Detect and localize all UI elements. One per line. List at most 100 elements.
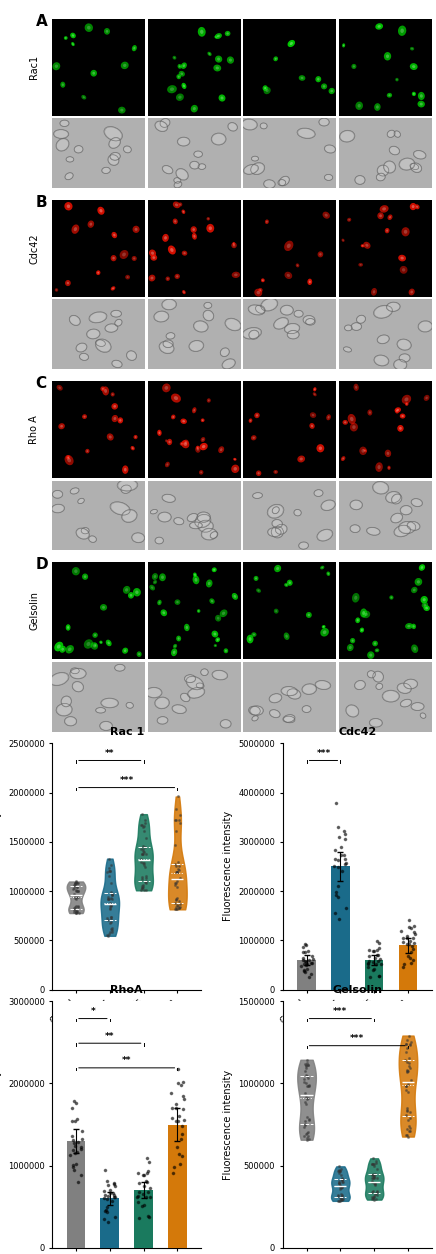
- Text: ***: ***: [333, 1007, 347, 1016]
- Ellipse shape: [410, 63, 418, 70]
- Ellipse shape: [251, 632, 256, 637]
- Point: [310, 949, 317, 969]
- Ellipse shape: [347, 218, 351, 222]
- Ellipse shape: [402, 395, 411, 404]
- Ellipse shape: [323, 626, 324, 627]
- Point: [102, 1201, 109, 1221]
- Point: [374, 939, 381, 959]
- Point: [172, 893, 179, 913]
- Ellipse shape: [287, 273, 290, 277]
- Point: [173, 1111, 180, 1131]
- Point: [303, 1052, 310, 1072]
- Ellipse shape: [354, 596, 358, 599]
- Ellipse shape: [351, 500, 362, 509]
- Point: [301, 1083, 308, 1104]
- Point: [302, 1115, 309, 1135]
- Ellipse shape: [385, 228, 389, 233]
- Ellipse shape: [327, 572, 330, 576]
- Point: [70, 879, 77, 899]
- Point: [110, 1184, 117, 1204]
- Ellipse shape: [220, 609, 228, 617]
- Ellipse shape: [67, 626, 69, 628]
- Point: [333, 882, 340, 902]
- Point: [309, 947, 316, 967]
- Point: [405, 1082, 412, 1102]
- Point: [145, 1161, 152, 1181]
- Ellipse shape: [229, 59, 232, 61]
- Ellipse shape: [321, 84, 327, 89]
- Ellipse shape: [222, 612, 225, 614]
- Ellipse shape: [424, 395, 429, 401]
- Text: ***: ***: [119, 776, 134, 785]
- Ellipse shape: [54, 64, 58, 68]
- Ellipse shape: [146, 687, 161, 697]
- Ellipse shape: [93, 645, 96, 647]
- Ellipse shape: [253, 633, 255, 636]
- Ellipse shape: [369, 411, 371, 414]
- Ellipse shape: [384, 162, 395, 173]
- Ellipse shape: [410, 46, 414, 50]
- Point: [338, 1185, 345, 1205]
- Ellipse shape: [297, 455, 305, 463]
- Ellipse shape: [411, 587, 418, 593]
- Point: [369, 1181, 376, 1201]
- Ellipse shape: [394, 132, 400, 137]
- Ellipse shape: [174, 221, 176, 223]
- Point: [108, 908, 115, 928]
- Point: [106, 1180, 113, 1200]
- Ellipse shape: [122, 252, 126, 256]
- Point: [174, 870, 181, 890]
- Ellipse shape: [270, 710, 280, 717]
- Ellipse shape: [397, 425, 404, 431]
- Ellipse shape: [110, 153, 120, 161]
- Ellipse shape: [57, 645, 61, 648]
- Ellipse shape: [135, 591, 139, 594]
- Ellipse shape: [412, 65, 416, 68]
- Ellipse shape: [367, 651, 375, 658]
- Point: [375, 938, 382, 958]
- Point: [336, 1171, 343, 1191]
- Ellipse shape: [168, 440, 170, 444]
- Point: [112, 1206, 119, 1226]
- Point: [373, 1181, 380, 1201]
- Ellipse shape: [123, 64, 126, 66]
- Ellipse shape: [102, 698, 118, 707]
- Ellipse shape: [363, 242, 371, 248]
- Ellipse shape: [132, 45, 137, 51]
- Ellipse shape: [208, 51, 211, 56]
- Point: [305, 951, 312, 971]
- Bar: [297, 961, 316, 989]
- Point: [176, 1144, 183, 1164]
- Point: [175, 1073, 182, 1093]
- Ellipse shape: [343, 44, 344, 46]
- Point: [373, 954, 380, 974]
- Ellipse shape: [353, 65, 355, 68]
- Ellipse shape: [194, 152, 202, 157]
- Ellipse shape: [416, 206, 418, 208]
- Ellipse shape: [264, 181, 275, 188]
- Ellipse shape: [194, 578, 198, 582]
- Ellipse shape: [258, 288, 262, 292]
- Ellipse shape: [181, 693, 190, 701]
- Point: [75, 1172, 82, 1193]
- Point: [174, 853, 181, 873]
- Point: [406, 1053, 413, 1073]
- Point: [341, 844, 347, 864]
- Ellipse shape: [194, 574, 196, 576]
- Ellipse shape: [387, 93, 392, 98]
- Point: [336, 1161, 343, 1181]
- Ellipse shape: [181, 73, 183, 75]
- Ellipse shape: [380, 206, 388, 213]
- Ellipse shape: [102, 386, 109, 395]
- Point: [110, 1172, 117, 1193]
- Ellipse shape: [197, 448, 199, 450]
- Ellipse shape: [193, 409, 195, 411]
- Ellipse shape: [258, 472, 260, 474]
- Point: [373, 1189, 380, 1209]
- Ellipse shape: [171, 648, 177, 656]
- Point: [371, 1156, 378, 1176]
- Ellipse shape: [376, 105, 379, 109]
- Point: [73, 872, 80, 892]
- Point: [301, 1061, 308, 1081]
- Ellipse shape: [111, 311, 121, 317]
